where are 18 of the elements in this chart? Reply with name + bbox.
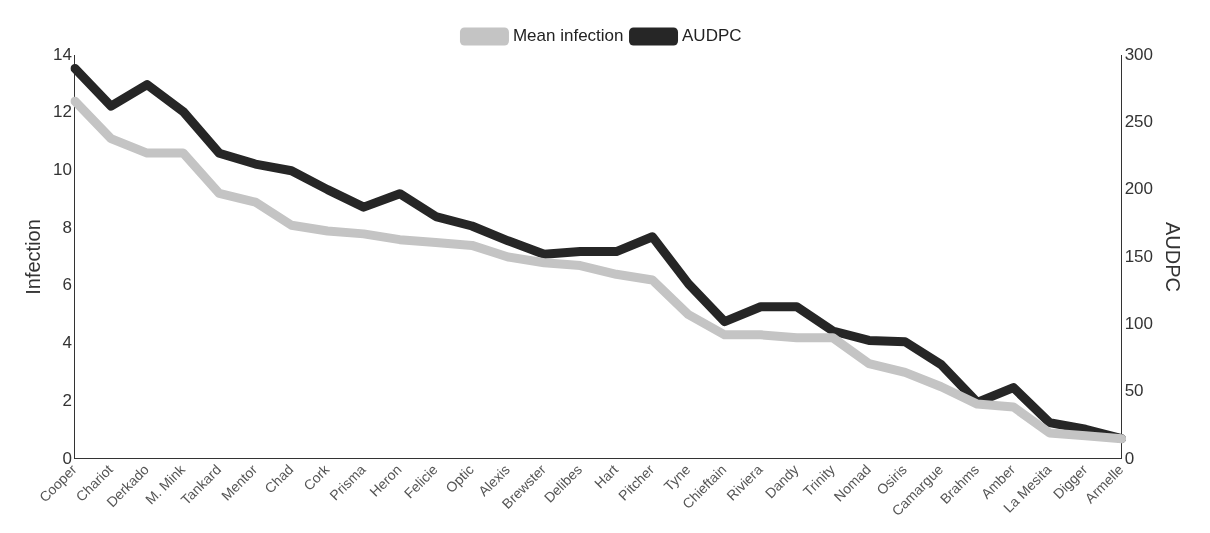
y-tick-label: 12 — [52, 102, 72, 122]
y-tick-label: 4 — [62, 333, 72, 353]
y2-tick-label: 200 — [1124, 179, 1154, 199]
y2-tick-label: 150 — [1124, 246, 1154, 266]
y-tick-label: 10 — [52, 160, 72, 180]
y2-tick-label: 300 — [1124, 44, 1154, 64]
y2-tick-label: 250 — [1124, 112, 1154, 131]
y2-axis-title: AUDPC — [1162, 221, 1185, 292]
y-tick-label: 14 — [52, 44, 72, 64]
y2-tick-label: 0 — [1124, 448, 1135, 468]
y-tick-label: 6 — [62, 275, 72, 295]
y2-tick-label: 50 — [1124, 381, 1144, 401]
y2-tick-label: 100 — [1124, 313, 1154, 333]
y-tick-label: 8 — [62, 217, 72, 237]
y-tick-label: 2 — [62, 390, 72, 410]
y-axis-title: Infection — [21, 219, 44, 295]
legend-label: Mean infection — [512, 26, 624, 46]
legend-label: AUDPC — [682, 26, 742, 46]
